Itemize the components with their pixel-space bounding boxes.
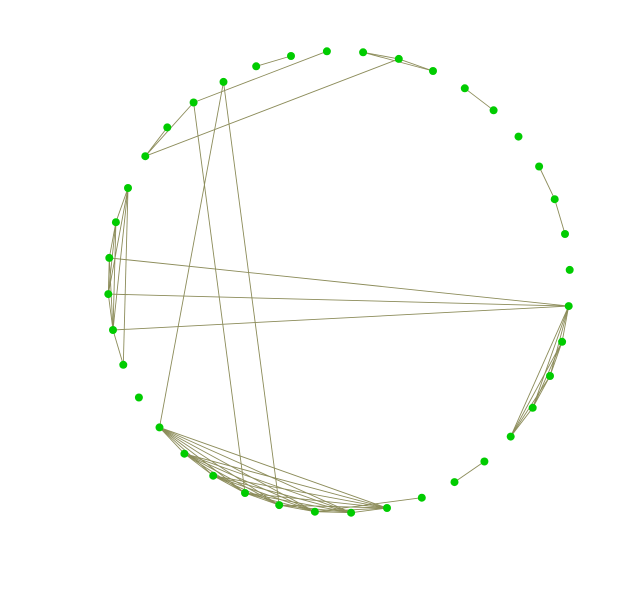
graph-edge	[122, 187, 129, 365]
graph-node	[104, 290, 113, 299]
graph-edge	[538, 166, 556, 200]
graph-edge	[184, 453, 316, 513]
graph-node	[514, 132, 523, 141]
graph-edge	[159, 426, 388, 509]
graph-edge	[107, 187, 129, 295]
graph-node	[550, 195, 559, 204]
graph-edge	[159, 427, 185, 455]
graph-edge	[244, 492, 280, 506]
graph-node	[489, 106, 498, 115]
graph-node	[564, 302, 573, 311]
graph-node	[275, 501, 284, 510]
graph-edge	[454, 461, 485, 483]
graph-edge	[112, 305, 569, 331]
graph-edge	[184, 453, 214, 477]
graph-edge	[510, 407, 534, 437]
graph-edge	[107, 257, 110, 295]
graph-edge	[112, 187, 129, 331]
graph-node	[565, 265, 574, 274]
graph-edge	[159, 427, 280, 506]
graph-node	[252, 62, 261, 71]
graph-edge	[108, 293, 569, 307]
graph-edge	[464, 87, 494, 111]
graph-edge	[561, 306, 570, 342]
graph-node	[383, 504, 391, 512]
graph-node	[219, 77, 228, 86]
graph-node	[322, 47, 331, 56]
graph-node	[180, 449, 189, 458]
graph-edge	[223, 81, 280, 506]
graph-node	[189, 98, 198, 107]
graph-edge	[554, 199, 566, 235]
graph-edge	[193, 102, 246, 494]
graph-node	[119, 360, 128, 369]
graph-node	[558, 337, 567, 346]
graph-edge	[112, 329, 124, 365]
graph-node	[506, 432, 515, 441]
graph-edge	[144, 127, 168, 157]
graph-node	[561, 230, 569, 238]
graph-edge	[159, 427, 316, 513]
graph-edge	[112, 222, 117, 331]
graph-edge	[115, 187, 129, 223]
graph-edge	[314, 511, 352, 514]
graph-edge	[159, 81, 224, 428]
graph-node	[480, 457, 489, 466]
graph-edge	[159, 427, 246, 494]
graph-edge	[184, 453, 388, 509]
graph-node	[155, 423, 164, 432]
graph-edge	[398, 58, 434, 72]
graph-edge	[351, 507, 388, 514]
graph-node	[450, 478, 459, 487]
graph-edge	[549, 341, 563, 377]
graph-edge	[193, 50, 328, 103]
graph-edge	[279, 504, 315, 513]
graph-node	[124, 184, 132, 192]
graph-node	[394, 54, 403, 63]
graph-node	[141, 152, 150, 161]
graph-node	[134, 393, 143, 402]
node-layer	[104, 47, 574, 517]
graph-node	[105, 253, 114, 262]
graph-node	[109, 326, 117, 334]
graph-edge	[212, 475, 246, 494]
graph-edge	[510, 305, 570, 437]
graph-node	[209, 471, 218, 480]
graph-node	[417, 493, 426, 502]
graph-edge	[184, 453, 280, 506]
graph-edge	[108, 222, 117, 258]
graph-node	[310, 507, 319, 516]
graph-node	[460, 84, 469, 93]
graph-edge	[510, 341, 563, 437]
graph-node	[287, 52, 295, 60]
graph-node	[359, 48, 368, 57]
edge-layer	[107, 50, 570, 514]
graph-node	[347, 508, 356, 517]
graph-edge	[213, 475, 316, 513]
graph-node	[163, 123, 172, 132]
graph-edge	[109, 257, 569, 307]
graph-edge	[256, 55, 292, 67]
graph-edge	[107, 294, 114, 331]
graph-edge	[184, 453, 352, 514]
graph-node	[429, 67, 437, 75]
graph-node	[535, 162, 544, 171]
graph-node	[546, 372, 554, 380]
graph-node	[528, 403, 537, 412]
graph-edge	[532, 375, 551, 409]
graph-edge	[363, 51, 399, 60]
graph-edge	[532, 305, 570, 408]
graph-edge	[145, 58, 399, 157]
graph-node	[241, 489, 249, 497]
graph-edge	[159, 426, 352, 514]
graph-node	[111, 218, 120, 227]
